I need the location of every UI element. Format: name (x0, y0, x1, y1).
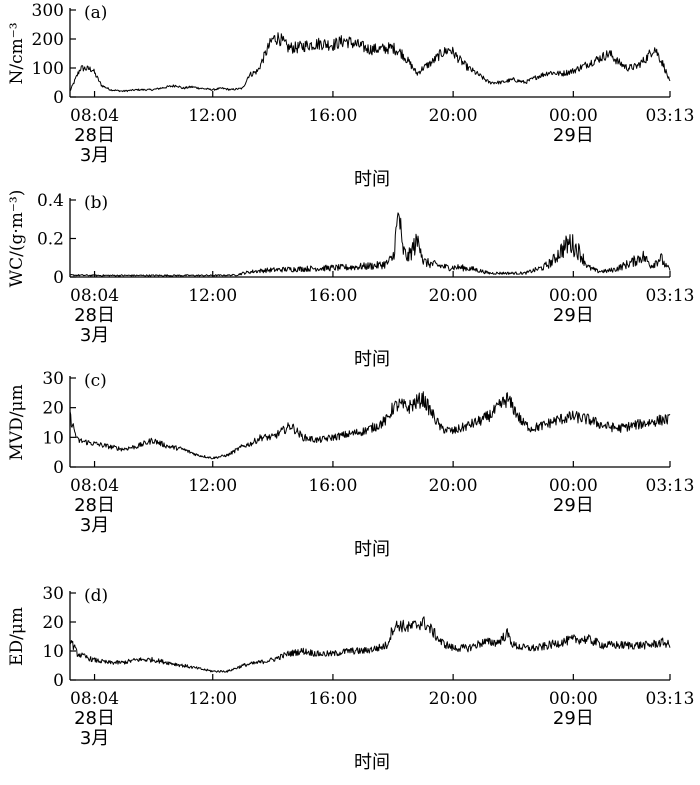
x-tick-label: 3月 (80, 325, 109, 346)
panel-label: (b) (84, 193, 108, 213)
x-tick-label: 00:00 (549, 286, 598, 306)
data-series-line (69, 32, 671, 93)
y-tick-label: 30 (42, 369, 64, 389)
x-tick-label: 20:00 (429, 689, 478, 709)
x-tick-label: 28日 (74, 708, 115, 729)
y-tick-label: 0.4 (37, 191, 64, 211)
y-tick-label: 0 (53, 268, 64, 288)
x-tick-label: 16:00 (308, 106, 357, 126)
x-tick-label: 29日 (553, 305, 594, 326)
x-tick-label: 03:13 (646, 106, 695, 126)
x-tick-label: 16:00 (308, 286, 357, 306)
y-tick-label: 20 (42, 613, 64, 633)
x-axis-title: 时间 (354, 539, 390, 560)
x-tick-label: 08:04 (70, 286, 119, 306)
y-axis-title: ED/μm (7, 607, 27, 666)
y-tick-label: 0 (53, 458, 64, 478)
y-tick-label: 300 (32, 1, 64, 21)
x-tick-label: 12:00 (188, 106, 237, 126)
y-axis-title: MVD/μm (7, 384, 27, 460)
y-axis-title: WC/(g·m⁻³) (7, 190, 27, 288)
x-tick-label: 08:04 (70, 689, 119, 709)
x-tick-label: 03:13 (646, 286, 695, 306)
x-tick-label: 3月 (80, 145, 109, 166)
x-tick-label: 20:00 (429, 106, 478, 126)
x-tick-label: 29日 (553, 125, 594, 146)
x-tick-label: 08:04 (70, 106, 119, 126)
x-tick-label: 00:00 (549, 476, 598, 496)
x-tick-label: 03:13 (646, 689, 695, 709)
x-tick-label: 03:13 (646, 476, 695, 496)
panel-label: (d) (84, 586, 108, 606)
y-tick-label: 100 (32, 59, 64, 79)
x-tick-label: 20:00 (429, 476, 478, 496)
x-tick-label: 28日 (74, 125, 115, 146)
x-tick-label: 12:00 (188, 689, 237, 709)
x-tick-label: 28日 (74, 305, 115, 326)
x-axis-title: 时间 (354, 169, 390, 190)
x-tick-label: 28日 (74, 495, 115, 516)
x-tick-label: 00:00 (549, 106, 598, 126)
x-tick-label: 08:04 (70, 476, 119, 496)
x-tick-label: 3月 (80, 728, 109, 749)
x-tick-label: 16:00 (308, 689, 357, 709)
y-axis-title: N/cm⁻³ (7, 22, 27, 84)
x-tick-label: 20:00 (429, 286, 478, 306)
x-axis-title: 时间 (354, 752, 390, 773)
y-tick-label: 0 (53, 88, 64, 108)
y-tick-label: 20 (42, 399, 64, 419)
y-tick-label: 30 (42, 584, 64, 604)
y-tick-label: 10 (42, 642, 64, 662)
x-axis-title: 时间 (354, 349, 390, 370)
y-tick-label: 0.2 (37, 230, 64, 250)
x-tick-label: 16:00 (308, 476, 357, 496)
x-tick-label: 12:00 (188, 286, 237, 306)
y-tick-label: 10 (42, 428, 64, 448)
data-series-line (69, 391, 671, 460)
x-tick-label: 00:00 (549, 689, 598, 709)
x-tick-label: 3月 (80, 515, 109, 536)
data-series-line (69, 616, 671, 673)
x-tick-label: 29日 (553, 495, 594, 516)
y-tick-label: 0 (53, 671, 64, 691)
panel-label: (a) (84, 3, 107, 23)
y-tick-label: 200 (32, 30, 64, 50)
x-tick-label: 29日 (553, 708, 594, 729)
x-tick-label: 12:00 (188, 476, 237, 496)
panel-label: (c) (84, 371, 107, 391)
data-series-line (69, 212, 671, 277)
